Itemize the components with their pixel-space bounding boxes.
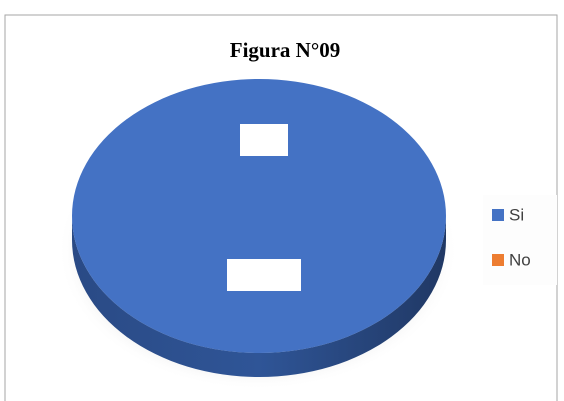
legend-label: Si — [509, 205, 524, 224]
pie-side — [72, 216, 446, 377]
pie — [72, 79, 446, 377]
chart-title: Figura N°09 — [230, 38, 340, 62]
legend-swatch — [492, 254, 504, 266]
legend: Si No — [492, 205, 531, 269]
label-box — [227, 259, 301, 291]
pie-slice — [72, 79, 446, 353]
legend-swatch — [492, 209, 504, 221]
label-box — [240, 124, 288, 156]
legend-label: No — [509, 250, 531, 269]
